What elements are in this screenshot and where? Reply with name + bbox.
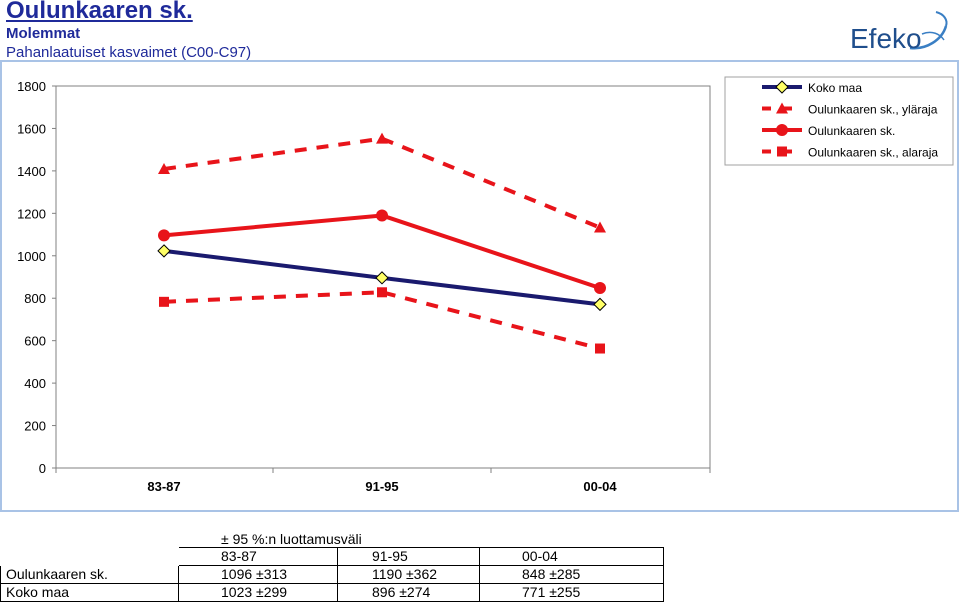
x-tick-label: 83-87 xyxy=(147,479,180,494)
data-point xyxy=(777,146,787,157)
efeko-logo: Efeko xyxy=(850,11,948,54)
data-point xyxy=(375,271,389,285)
y-tick-label: 1200 xyxy=(17,206,46,221)
page-subtitle-diagnosis: Pahanlaatuiset kasvaimet (C00-C97) xyxy=(6,44,252,61)
table-header-cell: 91-95 xyxy=(337,547,480,566)
y-tick-label: 1000 xyxy=(17,249,46,264)
page-subtitle-group: Molemmat xyxy=(6,25,81,42)
legend-label: Koko maa xyxy=(808,81,862,95)
data-point xyxy=(776,124,788,136)
y-tick-label: 400 xyxy=(24,376,46,391)
logo-text: Efeko xyxy=(850,23,922,54)
table-cell: 1190 ±362 xyxy=(337,565,480,584)
series-0 xyxy=(157,244,607,312)
series-line xyxy=(163,290,601,351)
table-cell: 771 ±255 xyxy=(479,583,664,602)
stats-table: 83-87 91-95 00-04 Oulunkaaren sk. 1096 ±… xyxy=(0,547,664,602)
table-cell: 1096 ±313 xyxy=(178,565,338,584)
logo-swoosh-icon xyxy=(909,25,948,50)
series-3 xyxy=(159,287,605,354)
y-tick-label: 0 xyxy=(39,461,46,476)
data-point xyxy=(595,343,605,354)
data-point xyxy=(776,102,788,114)
data-point xyxy=(158,229,170,242)
series-2 xyxy=(158,209,606,295)
legend-label: Oulunkaaren sk., yläraja xyxy=(808,103,938,117)
data-point xyxy=(376,132,388,144)
logo-swoosh-icon-3 xyxy=(921,31,945,41)
y-tick-label: 1800 xyxy=(17,79,46,94)
table-corner-cell xyxy=(1,548,179,566)
page-title: Oulunkaaren sk. xyxy=(6,0,193,24)
y-tick-label: 600 xyxy=(24,334,46,349)
series-1 xyxy=(158,132,606,233)
x-tick-label: 91-95 xyxy=(365,479,398,494)
y-tick-label: 1600 xyxy=(17,121,46,136)
legend: Koko maa Oulunkaaren sk., yläraja Oulunkaa… xyxy=(724,76,954,166)
y-tick-label: 200 xyxy=(24,419,46,434)
table-row-label: Oulunkaaren sk. xyxy=(0,565,179,584)
data-point xyxy=(594,221,606,233)
x-tick-label: 00-04 xyxy=(583,479,617,494)
table-header-cell: 00-04 xyxy=(479,547,664,566)
data-point xyxy=(376,209,388,222)
series-layer xyxy=(157,132,607,354)
data-point xyxy=(159,296,169,307)
data-point xyxy=(775,80,789,94)
data-point xyxy=(594,282,606,295)
data-point xyxy=(157,244,171,258)
logo-swoosh-icon-2 xyxy=(935,11,948,27)
table-caption: ± 95 %:n luottamusväli xyxy=(221,531,362,547)
table-header-row: 83-87 91-95 00-04 xyxy=(1,547,664,566)
legend-label: Oulunkaaren sk. xyxy=(808,124,895,138)
chart-area: 0 200 400 600 800 1000 1200 1400 1600 1800 83-87 9… xyxy=(0,60,959,512)
y-tick-label: 1400 xyxy=(17,164,46,179)
table-cell: 848 ±285 xyxy=(479,565,664,584)
table-row: Oulunkaaren sk. 1096 ±313 1190 ±362 848 … xyxy=(0,565,664,584)
table-cell: 896 ±274 xyxy=(337,583,480,602)
y-tick-label: 800 xyxy=(24,291,46,306)
legend-label: Oulunkaaren sk., alaraja xyxy=(808,146,938,160)
y-axis: 0 200 400 600 800 1000 1200 1400 1600 1800 xyxy=(17,79,56,476)
data-point xyxy=(377,287,387,298)
table-cell: 1023 ±299 xyxy=(178,583,338,602)
table-row: Koko maa 1023 ±299 896 ±274 771 ±255 xyxy=(0,583,664,602)
data-point xyxy=(593,297,607,312)
data-point xyxy=(158,162,170,174)
x-axis: 83-87 91-95 00-04 xyxy=(55,468,711,494)
table-row-label: Koko maa xyxy=(0,583,179,602)
table-header-cell: 83-87 xyxy=(178,547,338,566)
